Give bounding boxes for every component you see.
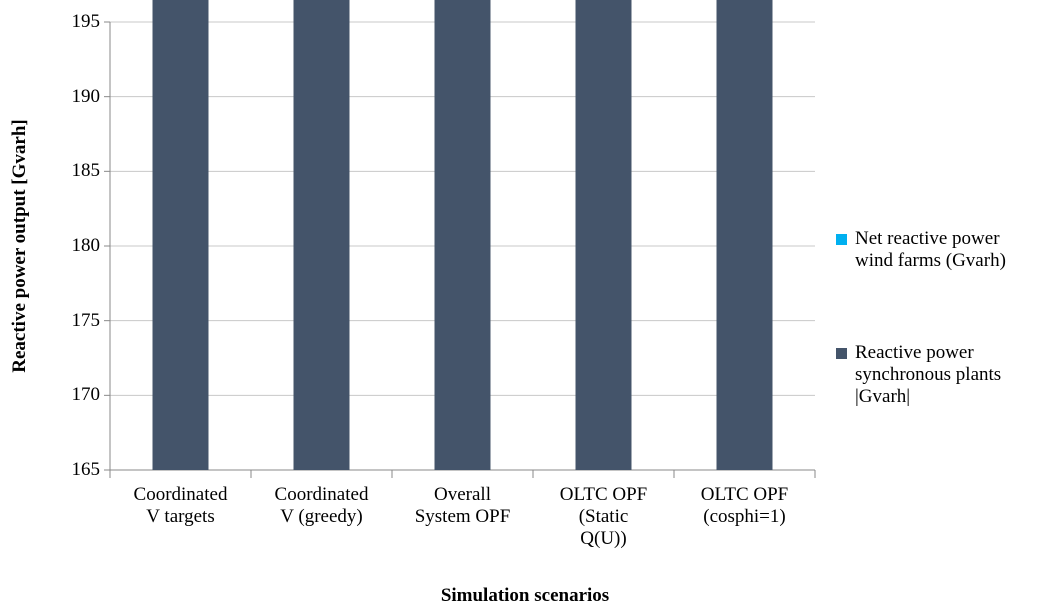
x-axis-title: Simulation scenarios xyxy=(440,585,610,606)
y-tick-label: 190 xyxy=(71,85,101,107)
y-tick-label: 175 xyxy=(71,309,101,331)
bar-segment xyxy=(152,0,209,470)
bar-segment xyxy=(575,0,632,470)
bar-segment xyxy=(434,0,491,470)
x-tick-label: Coordinated V targets xyxy=(133,484,228,527)
y-axis-title: Reactive power output [Gvarh] xyxy=(9,119,30,373)
legend-label: Reactive power synchronous plants |Gvarh… xyxy=(855,342,1002,407)
x-tick-label: Overall System OPF xyxy=(414,484,511,527)
bar-segment xyxy=(716,0,773,470)
y-tick-label: 185 xyxy=(71,160,101,182)
x-tick-label: Coordinated V (greedy) xyxy=(274,484,369,527)
legend-swatch xyxy=(836,234,847,245)
bar-segment xyxy=(293,0,350,470)
legend-swatch xyxy=(836,348,847,359)
x-tick-label: OLTC OPF (cosphi=1) xyxy=(700,484,789,527)
y-tick-label: 165 xyxy=(71,459,101,480)
legend-label: Net reactive power wind farms (Gvarh) xyxy=(855,228,1006,271)
y-tick-label: 195 xyxy=(71,11,101,32)
x-tick-label: OLTC OPF (Static Q(U)) xyxy=(559,484,648,549)
y-tick-label: 180 xyxy=(71,235,101,256)
y-tick-label: 170 xyxy=(71,384,101,406)
